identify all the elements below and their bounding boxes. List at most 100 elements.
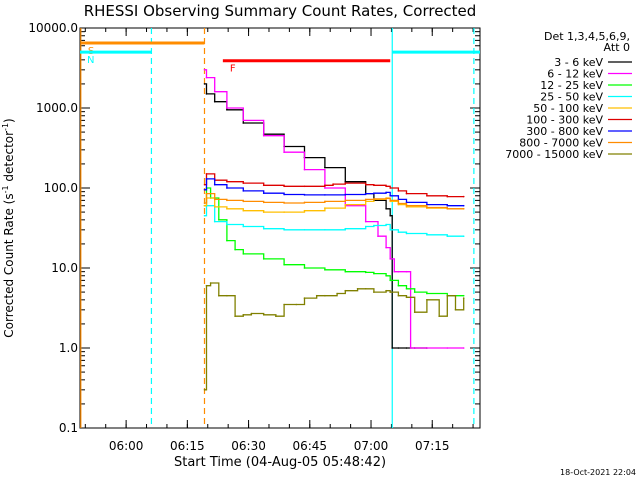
series-point [242,209,245,212]
series-point [364,220,367,223]
series-point [218,219,220,221]
series-point [364,225,367,228]
series-point [226,223,228,226]
series-line [204,282,465,391]
series-point [409,347,412,349]
x-axis-label: Start Time (04-Aug-05 05:48:42) [174,455,386,470]
series-point [283,211,285,213]
x-axis: 06:00 06:15 06:30 06:45 07:00 07:15 [84,28,474,453]
y-axis-label-end: ) [2,118,16,123]
series-point [344,199,347,202]
series-point [446,235,449,237]
series-point [446,208,449,210]
series-point [324,194,326,196]
y-tick-label: 100.0 [44,181,78,195]
series-point [454,309,457,311]
series-point [344,227,347,230]
series-point [324,187,326,189]
series-point [462,297,465,299]
series-point [389,229,392,231]
series-point [303,209,306,212]
series-point [385,185,387,188]
series-point [324,200,326,203]
series-point [332,183,334,185]
series-point [426,195,428,197]
series-point [373,272,375,275]
series-point [226,208,228,210]
series-point [446,204,449,207]
series-point [413,311,416,314]
legend-label: 800 - 7000 keV [519,137,603,150]
series-point [413,347,416,349]
series-point [389,258,392,260]
series-point [373,192,375,194]
series-point [397,294,400,297]
flag-bar-label: N [87,55,94,66]
series-point [324,166,326,169]
series-point [344,193,347,196]
series-point [262,211,265,213]
series-point [242,182,245,184]
series-point [438,315,441,318]
x-tick-label: 06:15 [170,439,205,453]
series-point [203,189,206,191]
series-point [336,292,338,295]
y-axis-label-mid: detector [2,131,16,186]
series-point [203,214,206,217]
series-point [397,284,400,287]
y-axis-label-sup1: -1 [1,185,10,193]
series-point [262,184,265,187]
y-axis: 0.1 1.0 10.0 100.0 1000.0 10000.0 [28,21,480,435]
series-point [373,224,375,227]
series-point [213,206,216,208]
series-point [283,303,285,306]
legend-label: 100 - 300 keV [526,114,603,127]
series-point [385,223,387,226]
series-point [303,267,306,269]
legend-label: 3 - 6 keV [554,56,603,69]
series-point [262,314,265,316]
legend-label: 7000 - 15000 keV [505,148,603,161]
series-point [324,294,326,297]
series-point [262,192,265,194]
series-point [226,180,228,183]
series-point [397,270,400,273]
series-point [213,183,216,186]
series-point [242,253,245,255]
series-point [283,185,285,188]
series-point [373,291,375,293]
series-point [405,296,408,299]
series-point [226,187,228,189]
series-point [385,246,387,249]
series-point [205,284,208,287]
series-point [426,203,428,206]
x-tick-label: 07:15 [415,439,450,453]
series-point [242,314,245,316]
series-point [226,107,228,109]
series-point [234,315,236,318]
x-tick-label: 06:00 [109,439,144,453]
series-point [205,76,208,79]
series-point [283,229,285,231]
y-axis-label-main: Corrected Count Rate (s [2,193,16,337]
series-point [209,282,212,284]
series-point [203,204,206,207]
series-point [364,271,367,274]
y-axis-label: Corrected Count Rate (s-1 detector-1) [1,118,16,337]
series-point [203,83,206,85]
series-point [242,190,245,192]
series-point [389,291,392,293]
legend-label: 12 - 25 keV [540,79,603,92]
flag-bars: SNF [80,41,480,75]
series-point [205,178,208,180]
series-point [262,258,265,260]
series-point [226,199,228,202]
series-point [242,119,245,122]
series-point [242,200,245,203]
series-point [462,347,465,349]
series-point [373,198,375,200]
series-lines [203,69,465,391]
